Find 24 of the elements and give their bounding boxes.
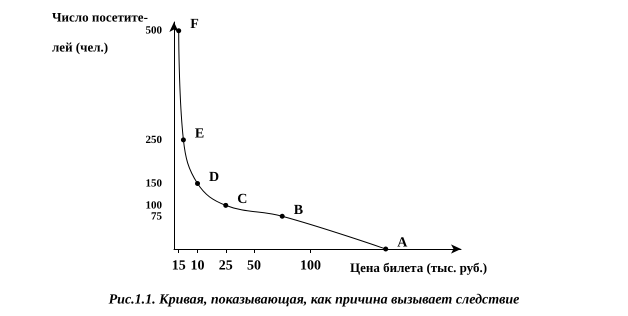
- point: [280, 214, 285, 219]
- x-tick-label: 100: [300, 258, 321, 274]
- data-label: C: [237, 192, 248, 207]
- y-tick-label: 100: [146, 199, 162, 212]
- text: Рис.1.1. Кривая, показывающая, как причина вызывает следствие: [108, 292, 520, 308]
- x-tick-label: 25: [218, 258, 233, 274]
- x-tick-label: 15: [172, 258, 186, 274]
- y-tick-label: 500: [146, 24, 162, 37]
- data-label: E: [194, 126, 204, 142]
- point: [180, 137, 186, 142]
- data-label: A: [397, 236, 408, 250]
- x-tick-label: 50: [246, 258, 261, 274]
- point: [176, 28, 182, 34]
- point: [223, 202, 228, 208]
- y-tick-label: 250: [146, 134, 162, 146]
- data-label: F: [190, 17, 199, 32]
- y-tick-label: 150: [146, 178, 162, 190]
- x-axis-title: Цена билета (тыс. руб.): [350, 260, 488, 275]
- point: [195, 181, 200, 186]
- point: [383, 246, 388, 252]
- y-tick-label: 75: [151, 210, 162, 222]
- data-label: D: [209, 170, 220, 186]
- x-tick-label: 10: [190, 258, 205, 274]
- data-label: B: [294, 202, 304, 218]
